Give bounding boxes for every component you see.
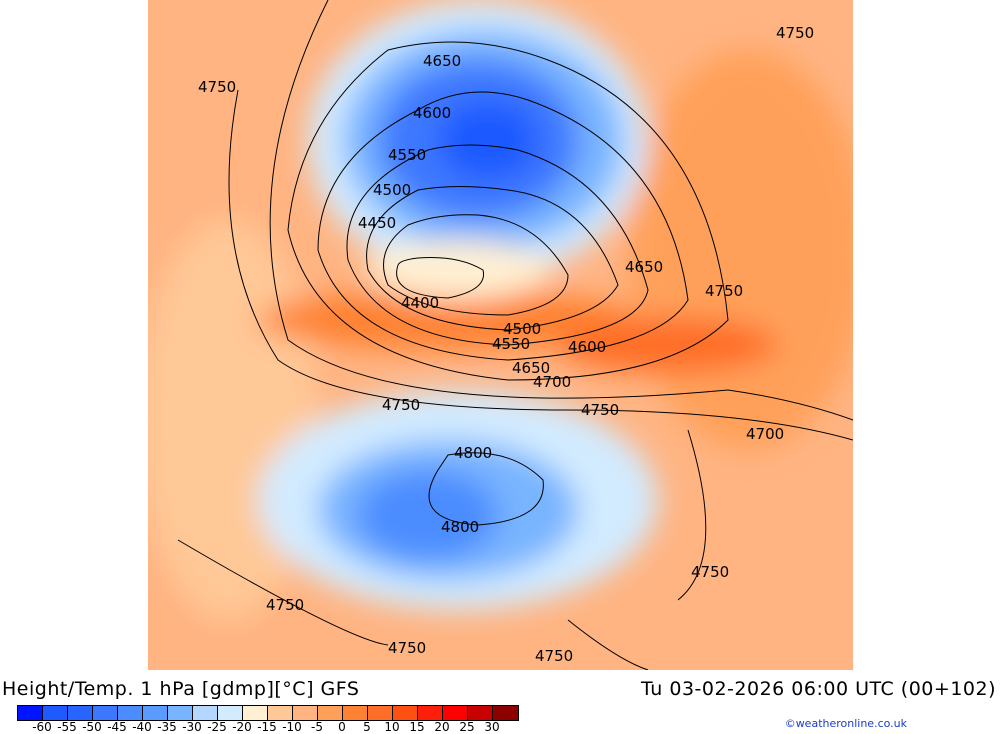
legend-tick-label: -50	[82, 720, 102, 734]
legend-tick-label: -25	[207, 720, 227, 734]
legend-tick-label: -10	[282, 720, 302, 734]
contour-label: 4750	[776, 24, 814, 42]
legend-swatch	[318, 706, 343, 720]
contour-label: 4600	[568, 338, 606, 356]
contour-label: 4750	[382, 396, 420, 414]
legend-swatch	[218, 706, 243, 720]
valid-time: Tu 03-02-2026 06:00 UTC (00+102)	[641, 678, 996, 700]
chart-title: Height/Temp. 1 hPa [gdmp][°C] GFS	[2, 678, 360, 700]
legend-swatch	[118, 706, 143, 720]
contour-label: 4550	[492, 335, 530, 353]
legend-swatch	[268, 706, 293, 720]
legend-swatch	[468, 706, 493, 720]
contour-label: 4700	[746, 425, 784, 443]
contour-label: 4500	[503, 320, 541, 338]
legend-swatch	[243, 706, 268, 720]
contour-label: 4750	[691, 563, 729, 581]
legend-tick-label: 5	[363, 720, 371, 734]
legend-tick-label: -35	[157, 720, 177, 734]
contour-label: 4800	[454, 444, 492, 462]
contour-label: 4750	[198, 78, 236, 96]
contour-label: 4750	[388, 639, 426, 657]
contour-label: 4800	[441, 518, 479, 536]
legend-ticks: -60 -55 -50 -45 -40 -35 -30 -25 -20 -15 -10 -5 0 5 10 1…	[17, 720, 537, 734]
legend-swatch	[193, 706, 218, 720]
legend-swatch	[168, 706, 193, 720]
contour-label: 4700	[533, 373, 571, 391]
contour-label: 4750	[266, 596, 304, 614]
legend-tick-label: -15	[257, 720, 277, 734]
legend-tick-label: -5	[311, 720, 323, 734]
contour-label: 4650	[423, 52, 461, 70]
legend-swatch	[368, 706, 393, 720]
legend-swatch	[93, 706, 118, 720]
contour-label: 4400	[401, 294, 439, 312]
legend-tick-label: 15	[409, 720, 425, 734]
contour-label: 4750	[581, 401, 619, 419]
legend-swatch	[493, 706, 518, 720]
legend-tick-label: -55	[57, 720, 77, 734]
height-temperature-map: 4750 4750 4650 4600 4550 4500 4450 4400 …	[148, 0, 853, 670]
contour-label: 4450	[358, 214, 396, 232]
legend-swatch	[443, 706, 468, 720]
legend-tick-label: 0	[338, 720, 346, 734]
contour-label: 4750	[705, 282, 743, 300]
color-legend	[17, 705, 519, 721]
credit-link[interactable]: ©weatheronline.co.uk	[784, 717, 907, 730]
legend-swatch	[293, 706, 318, 720]
legend-tick-label: -60	[32, 720, 52, 734]
legend-tick-label: 30	[484, 720, 500, 734]
contour-label: 4650	[625, 258, 663, 276]
legend-tick-label: -40	[132, 720, 152, 734]
legend-tick-label: 25	[459, 720, 475, 734]
legend-swatch	[18, 706, 43, 720]
legend-swatch	[343, 706, 368, 720]
legend-tick-label: -20	[232, 720, 252, 734]
legend-swatch	[393, 706, 418, 720]
contour-label: 4750	[535, 647, 573, 665]
legend-swatch	[418, 706, 443, 720]
legend-tick-label: -30	[182, 720, 202, 734]
contour-label: 4550	[388, 146, 426, 164]
legend-tick-label: 20	[434, 720, 450, 734]
contour-label: 4600	[413, 104, 451, 122]
legend-tick-label: -45	[107, 720, 127, 734]
legend-swatch	[68, 706, 93, 720]
legend-tick-label: 10	[384, 720, 400, 734]
contour-label: 4500	[373, 181, 411, 199]
legend-swatch	[43, 706, 68, 720]
legend-swatch	[143, 706, 168, 720]
contour-label: 4650	[512, 359, 550, 377]
